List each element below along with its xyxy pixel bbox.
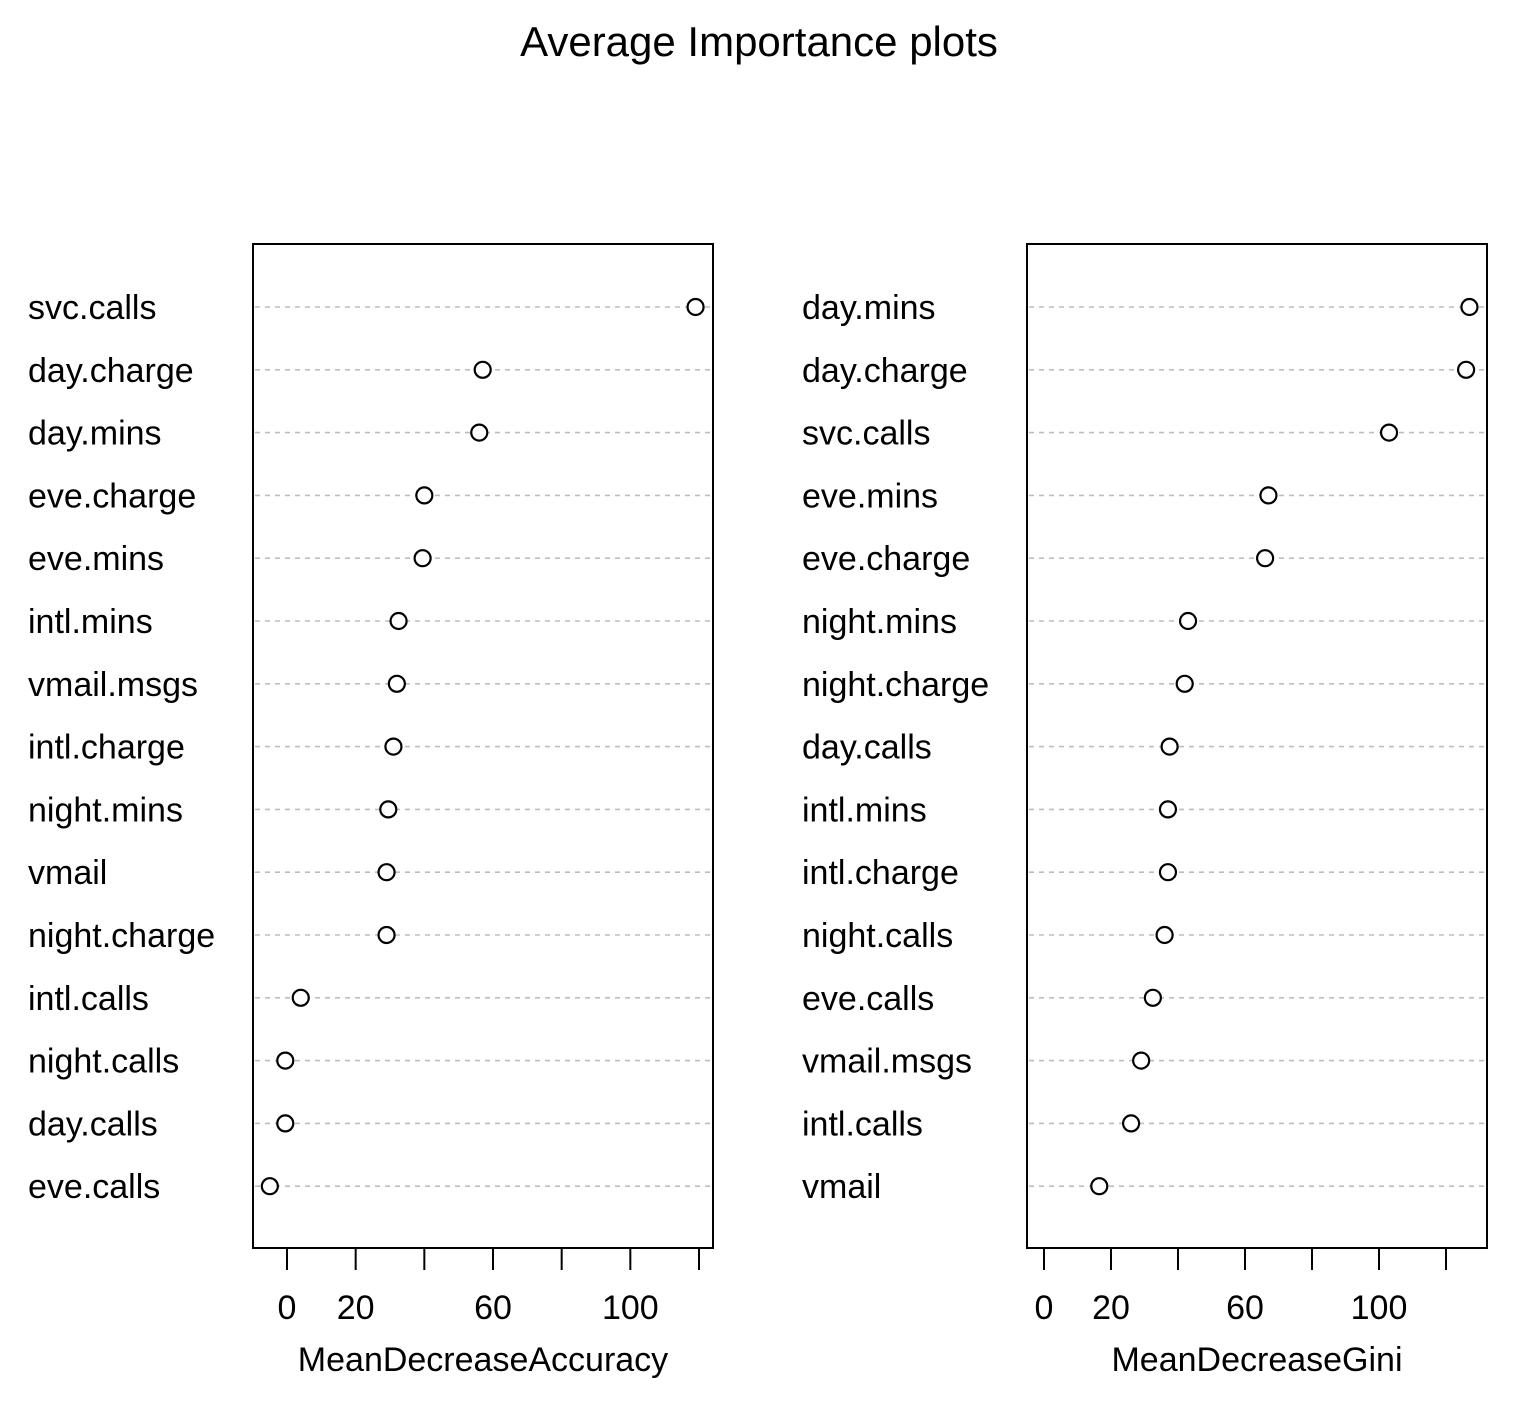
category-label: intl.mins bbox=[802, 791, 927, 829]
data-point bbox=[260, 1177, 279, 1196]
data-point bbox=[276, 1051, 295, 1070]
x-tick-label: 60 bbox=[1226, 1289, 1264, 1327]
data-point bbox=[1143, 988, 1162, 1007]
data-point bbox=[1178, 611, 1198, 631]
data-point bbox=[1160, 737, 1179, 756]
data-point bbox=[1379, 423, 1399, 442]
x-tick-label: 0 bbox=[278, 1289, 297, 1327]
category-label: eve.calls bbox=[28, 1168, 160, 1206]
data-point bbox=[1259, 486, 1278, 505]
category-label: eve.charge bbox=[802, 540, 970, 578]
data-point bbox=[470, 423, 489, 442]
category-label: day.charge bbox=[802, 352, 968, 390]
category-label: vmail bbox=[28, 854, 107, 892]
category-label: intl.charge bbox=[28, 729, 185, 767]
category-label: vmail bbox=[802, 1168, 881, 1206]
category-label: vmail.msgs bbox=[28, 666, 198, 704]
data-point bbox=[379, 800, 398, 819]
x-tick-label: 60 bbox=[474, 1289, 512, 1327]
data-point bbox=[389, 611, 408, 631]
data-point bbox=[413, 549, 432, 568]
category-label: eve.mins bbox=[802, 477, 938, 515]
x-axis-label: MeanDecreaseGini bbox=[1111, 1341, 1402, 1379]
data-point bbox=[1158, 800, 1178, 819]
data-point bbox=[377, 925, 396, 945]
data-point bbox=[1456, 360, 1476, 379]
data-point bbox=[1175, 674, 1194, 693]
x-tick-label: 20 bbox=[1092, 1289, 1130, 1327]
data-point bbox=[1090, 1177, 1109, 1196]
data-point bbox=[1155, 925, 1174, 945]
data-point bbox=[1121, 1114, 1141, 1133]
category-label: day.mins bbox=[802, 289, 936, 327]
panel-mean-decrease-gini: day.mins day.charge svc.calls eve.mins eve.c… bbox=[802, 243, 1488, 1379]
category-label: intl.mins bbox=[28, 603, 153, 641]
category-label: night.calls bbox=[28, 1043, 179, 1081]
x-tick-label: 100 bbox=[602, 1289, 659, 1327]
x-axis-label: MeanDecreaseAccuracy bbox=[298, 1341, 668, 1379]
x-tick-label: 100 bbox=[1351, 1289, 1408, 1327]
data-point bbox=[1460, 297, 1479, 317]
category-label: eve.mins bbox=[28, 540, 164, 578]
plot-frame bbox=[1026, 243, 1488, 1249]
x-tick-label: 0 bbox=[1035, 1289, 1054, 1327]
category-label: intl.charge bbox=[802, 854, 959, 892]
category-label: intl.calls bbox=[802, 1105, 923, 1143]
data-point bbox=[686, 297, 705, 317]
category-label: night.charge bbox=[28, 917, 215, 955]
x-tick-label: 20 bbox=[337, 1289, 375, 1327]
data-point bbox=[291, 988, 310, 1007]
category-label: vmail.msgs bbox=[802, 1043, 972, 1081]
data-point bbox=[276, 1114, 295, 1133]
category-label: eve.calls bbox=[802, 980, 934, 1018]
category-label: night.calls bbox=[802, 917, 953, 955]
category-label: svc.calls bbox=[802, 415, 930, 453]
category-label: day.calls bbox=[28, 1105, 158, 1143]
category-label: night.mins bbox=[28, 791, 183, 829]
category-label: svc.calls bbox=[28, 289, 156, 327]
category-label: day.calls bbox=[802, 729, 932, 767]
category-label: eve.charge bbox=[28, 477, 196, 515]
data-point bbox=[387, 674, 406, 693]
category-label: night.charge bbox=[802, 666, 989, 704]
panel-mean-decrease-accuracy: svc.calls day.charge day.mins eve.charge eve… bbox=[28, 243, 714, 1379]
data-point bbox=[415, 486, 434, 505]
data-point bbox=[1255, 549, 1275, 568]
chart-title: Average Importance plots bbox=[520, 18, 998, 65]
plot-frame bbox=[252, 243, 714, 1249]
data-point bbox=[384, 737, 403, 756]
data-point bbox=[1158, 863, 1178, 882]
category-label: day.mins bbox=[28, 415, 162, 453]
data-point bbox=[473, 360, 492, 379]
category-label: intl.calls bbox=[28, 980, 149, 1018]
data-point bbox=[1132, 1051, 1151, 1070]
category-label: day.charge bbox=[28, 352, 194, 390]
data-point bbox=[377, 863, 396, 882]
category-label: night.mins bbox=[802, 603, 957, 641]
